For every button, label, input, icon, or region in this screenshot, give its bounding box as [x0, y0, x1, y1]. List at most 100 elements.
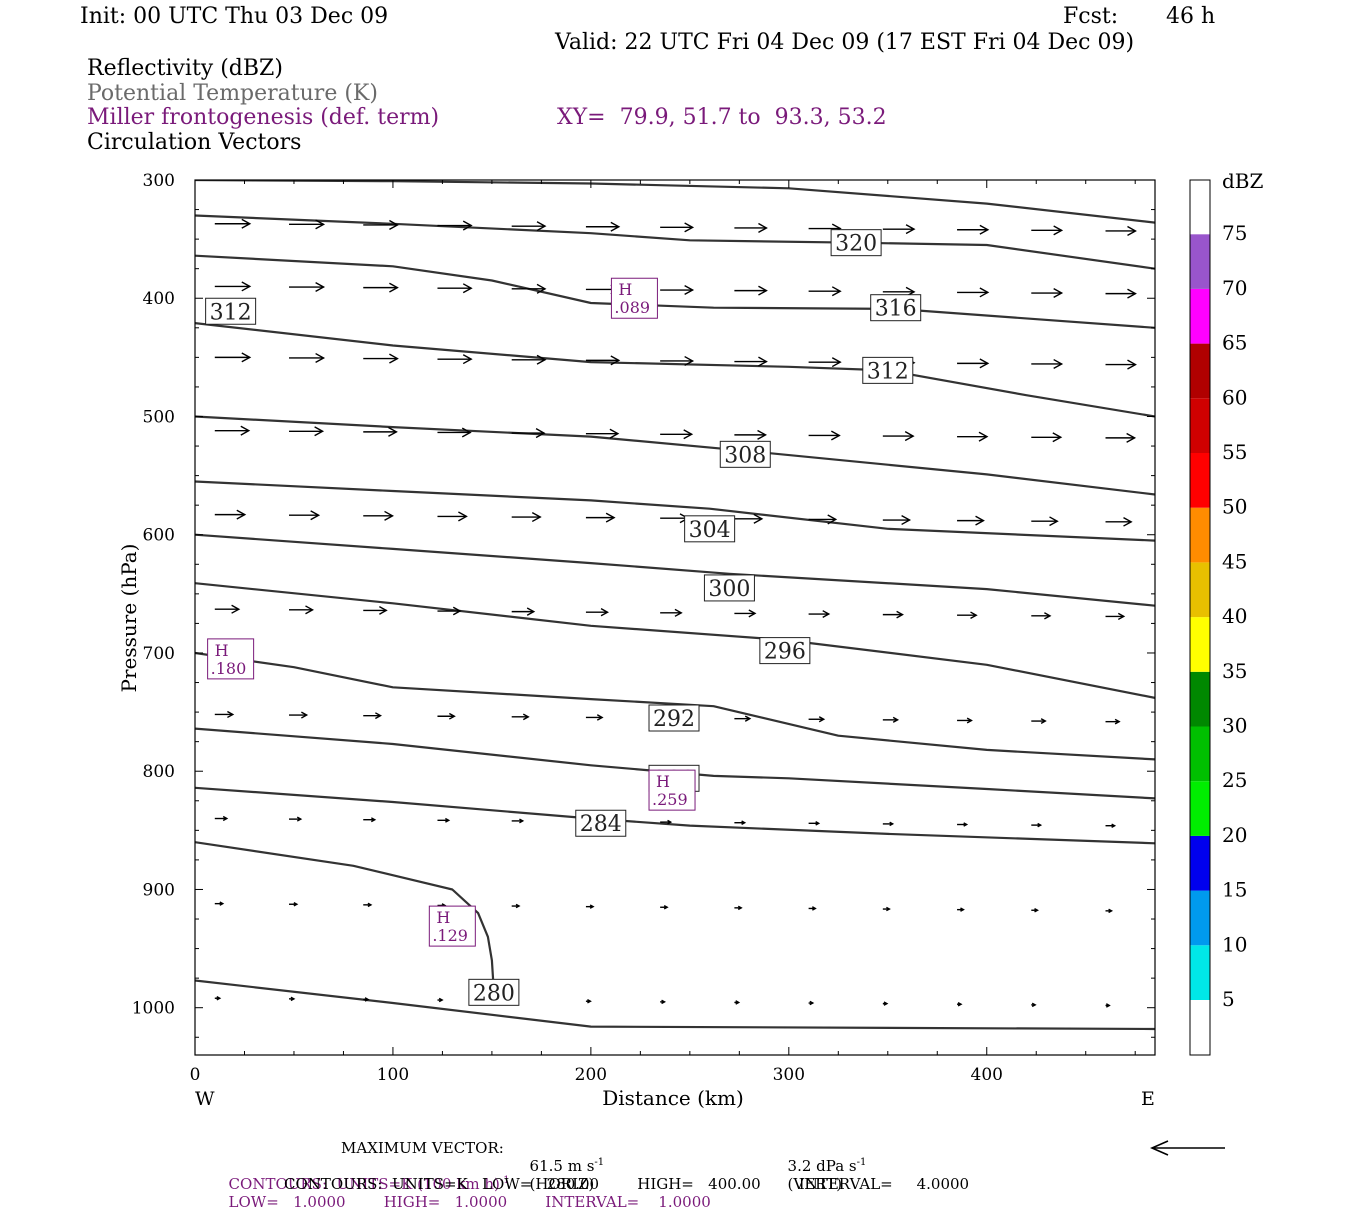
circulation-vector: [585, 512, 616, 523]
max-vector-vert-unit-exp: -1: [856, 1157, 867, 1168]
circulation-vector: [437, 606, 462, 616]
circulation-vector: [734, 356, 768, 367]
theta-label-316: 316: [870, 294, 922, 322]
colorbar-segment: [1190, 726, 1210, 782]
circulation-vector: [957, 431, 989, 442]
plot-area: [195, 180, 1155, 1055]
x-axis-west-end: W: [195, 1088, 215, 1110]
circulation-vector: [437, 354, 473, 365]
circulation-vector: [660, 355, 695, 366]
theta-contour-284: [195, 786, 1155, 845]
theta-label-box: [870, 294, 922, 322]
circulation-vector: [585, 998, 592, 1004]
frontogenesis-max-mark: H: [618, 280, 632, 299]
theta-label-text: 308: [724, 443, 766, 468]
colorbar-segment: [1190, 781, 1210, 836]
circulation-vector: [363, 997, 370, 1002]
colorbar-segment: [1190, 180, 1210, 235]
circulation-vector: [511, 354, 547, 365]
plot-frame: [194, 179, 1156, 1056]
colorbar-level-label: 10: [1222, 932, 1247, 956]
circulation-vector: [1031, 288, 1064, 299]
y-tick-label: 900: [143, 880, 175, 900]
colorbar-level-label: 5: [1222, 987, 1235, 1011]
frontogenesis-max-label: H.259: [648, 769, 696, 811]
circulation-vector: [1031, 516, 1059, 527]
field-potential-temperature: Potential Temperature (K): [87, 81, 378, 106]
circulation-vector: [882, 431, 915, 442]
theta-label-box: [684, 515, 736, 543]
circulation-vector: [808, 430, 841, 441]
circulation-vector: [734, 222, 768, 233]
theta-contour-312: [195, 322, 1155, 418]
circulation-vector: [660, 285, 695, 296]
circulation-vector: [289, 219, 326, 230]
field-circulation-vectors: Circulation Vectors: [87, 130, 302, 155]
theta-label-box: [759, 637, 811, 665]
circulation-vector: [511, 903, 521, 909]
circulation-vector: [808, 906, 817, 911]
field-reflectivity: Reflectivity (dBZ): [87, 56, 283, 81]
theta-label-text: 280: [473, 981, 515, 1006]
circulation-vector: [363, 817, 377, 823]
y-tick-label: 400: [143, 289, 175, 309]
circulation-vector: [511, 512, 542, 523]
circulation-vector: [437, 220, 473, 231]
colorbar-level-label: 20: [1222, 823, 1247, 847]
circulation-vector: [1031, 612, 1052, 620]
frontogenesis-max-label: H.089: [610, 277, 658, 319]
y-tick-label: 700: [143, 644, 175, 664]
circulation-vector: [511, 428, 546, 439]
circulation-vector: [437, 511, 468, 522]
x-axis-title: Distance (km): [602, 1086, 744, 1110]
circulation-vector: [734, 715, 752, 722]
circulation-vector: [660, 999, 667, 1005]
frontogenesis-max-box: [207, 638, 255, 680]
circulation-vector: [437, 283, 473, 294]
theta-contour-300: [195, 533, 1155, 607]
y-axis-title: Pressure (hPa): [117, 544, 141, 693]
y-tick-label: 600: [143, 526, 175, 546]
y-tick-label: 500: [143, 407, 175, 427]
circulation-vector: [808, 357, 842, 368]
max-vector-vertical: 3.2 dPa s-1 (VERT): [778, 1139, 867, 1193]
theta-label-box: [719, 440, 771, 468]
circulation-vector: [511, 713, 530, 721]
circulation-vector: [957, 717, 973, 724]
circulation-vector: [214, 710, 235, 719]
theta-label-box: [468, 978, 520, 1006]
colorbar-level-label: 45: [1222, 549, 1247, 573]
circulation-vector: [437, 712, 456, 720]
circulation-vector: [363, 510, 394, 521]
x-tick-label: 300: [773, 1065, 805, 1085]
circulation-vector: [1105, 359, 1137, 370]
frontogenesis-max-mark: H: [215, 641, 229, 660]
frontogenesis-max-box: [428, 905, 476, 947]
colorbar-level-label: 25: [1222, 768, 1247, 792]
circulation-vector: [957, 287, 990, 298]
frontogenesis-max-mark: H: [656, 772, 670, 791]
colorbar-segment: [1190, 617, 1210, 672]
circulation-vector: [734, 1000, 741, 1005]
theta-label-text: 296: [764, 640, 806, 665]
theta-label-text: 320: [835, 232, 877, 257]
colorbar-segment: [1190, 835, 1210, 891]
circulation-vector: [734, 429, 767, 440]
colorbar-segment: [1190, 562, 1210, 618]
theta-label-296: 296: [759, 637, 811, 665]
circulation-vector: [363, 426, 398, 437]
circulation-vector: [585, 355, 621, 366]
theta-label-300: 300: [703, 574, 755, 602]
theta-label-312: 312: [205, 297, 257, 325]
circulation-vector: [363, 282, 399, 293]
circulation-vector: [585, 608, 609, 617]
init-time: Init: 00 UTC Thu 03 Dec 09: [80, 4, 389, 29]
circulation-vector: [363, 219, 399, 230]
circulation-vector: [214, 901, 225, 906]
circulation-vector: [957, 907, 965, 912]
theta-label-text: 284: [580, 812, 622, 837]
circulation-vector: [808, 286, 842, 297]
reference-vector: [1150, 1140, 1225, 1156]
frontogenesis-contour-units: CONTOURS: UNITS=K (100 km h): [228, 1175, 500, 1193]
max-vector-horiz-value: 61.5 m s: [529, 1157, 595, 1175]
